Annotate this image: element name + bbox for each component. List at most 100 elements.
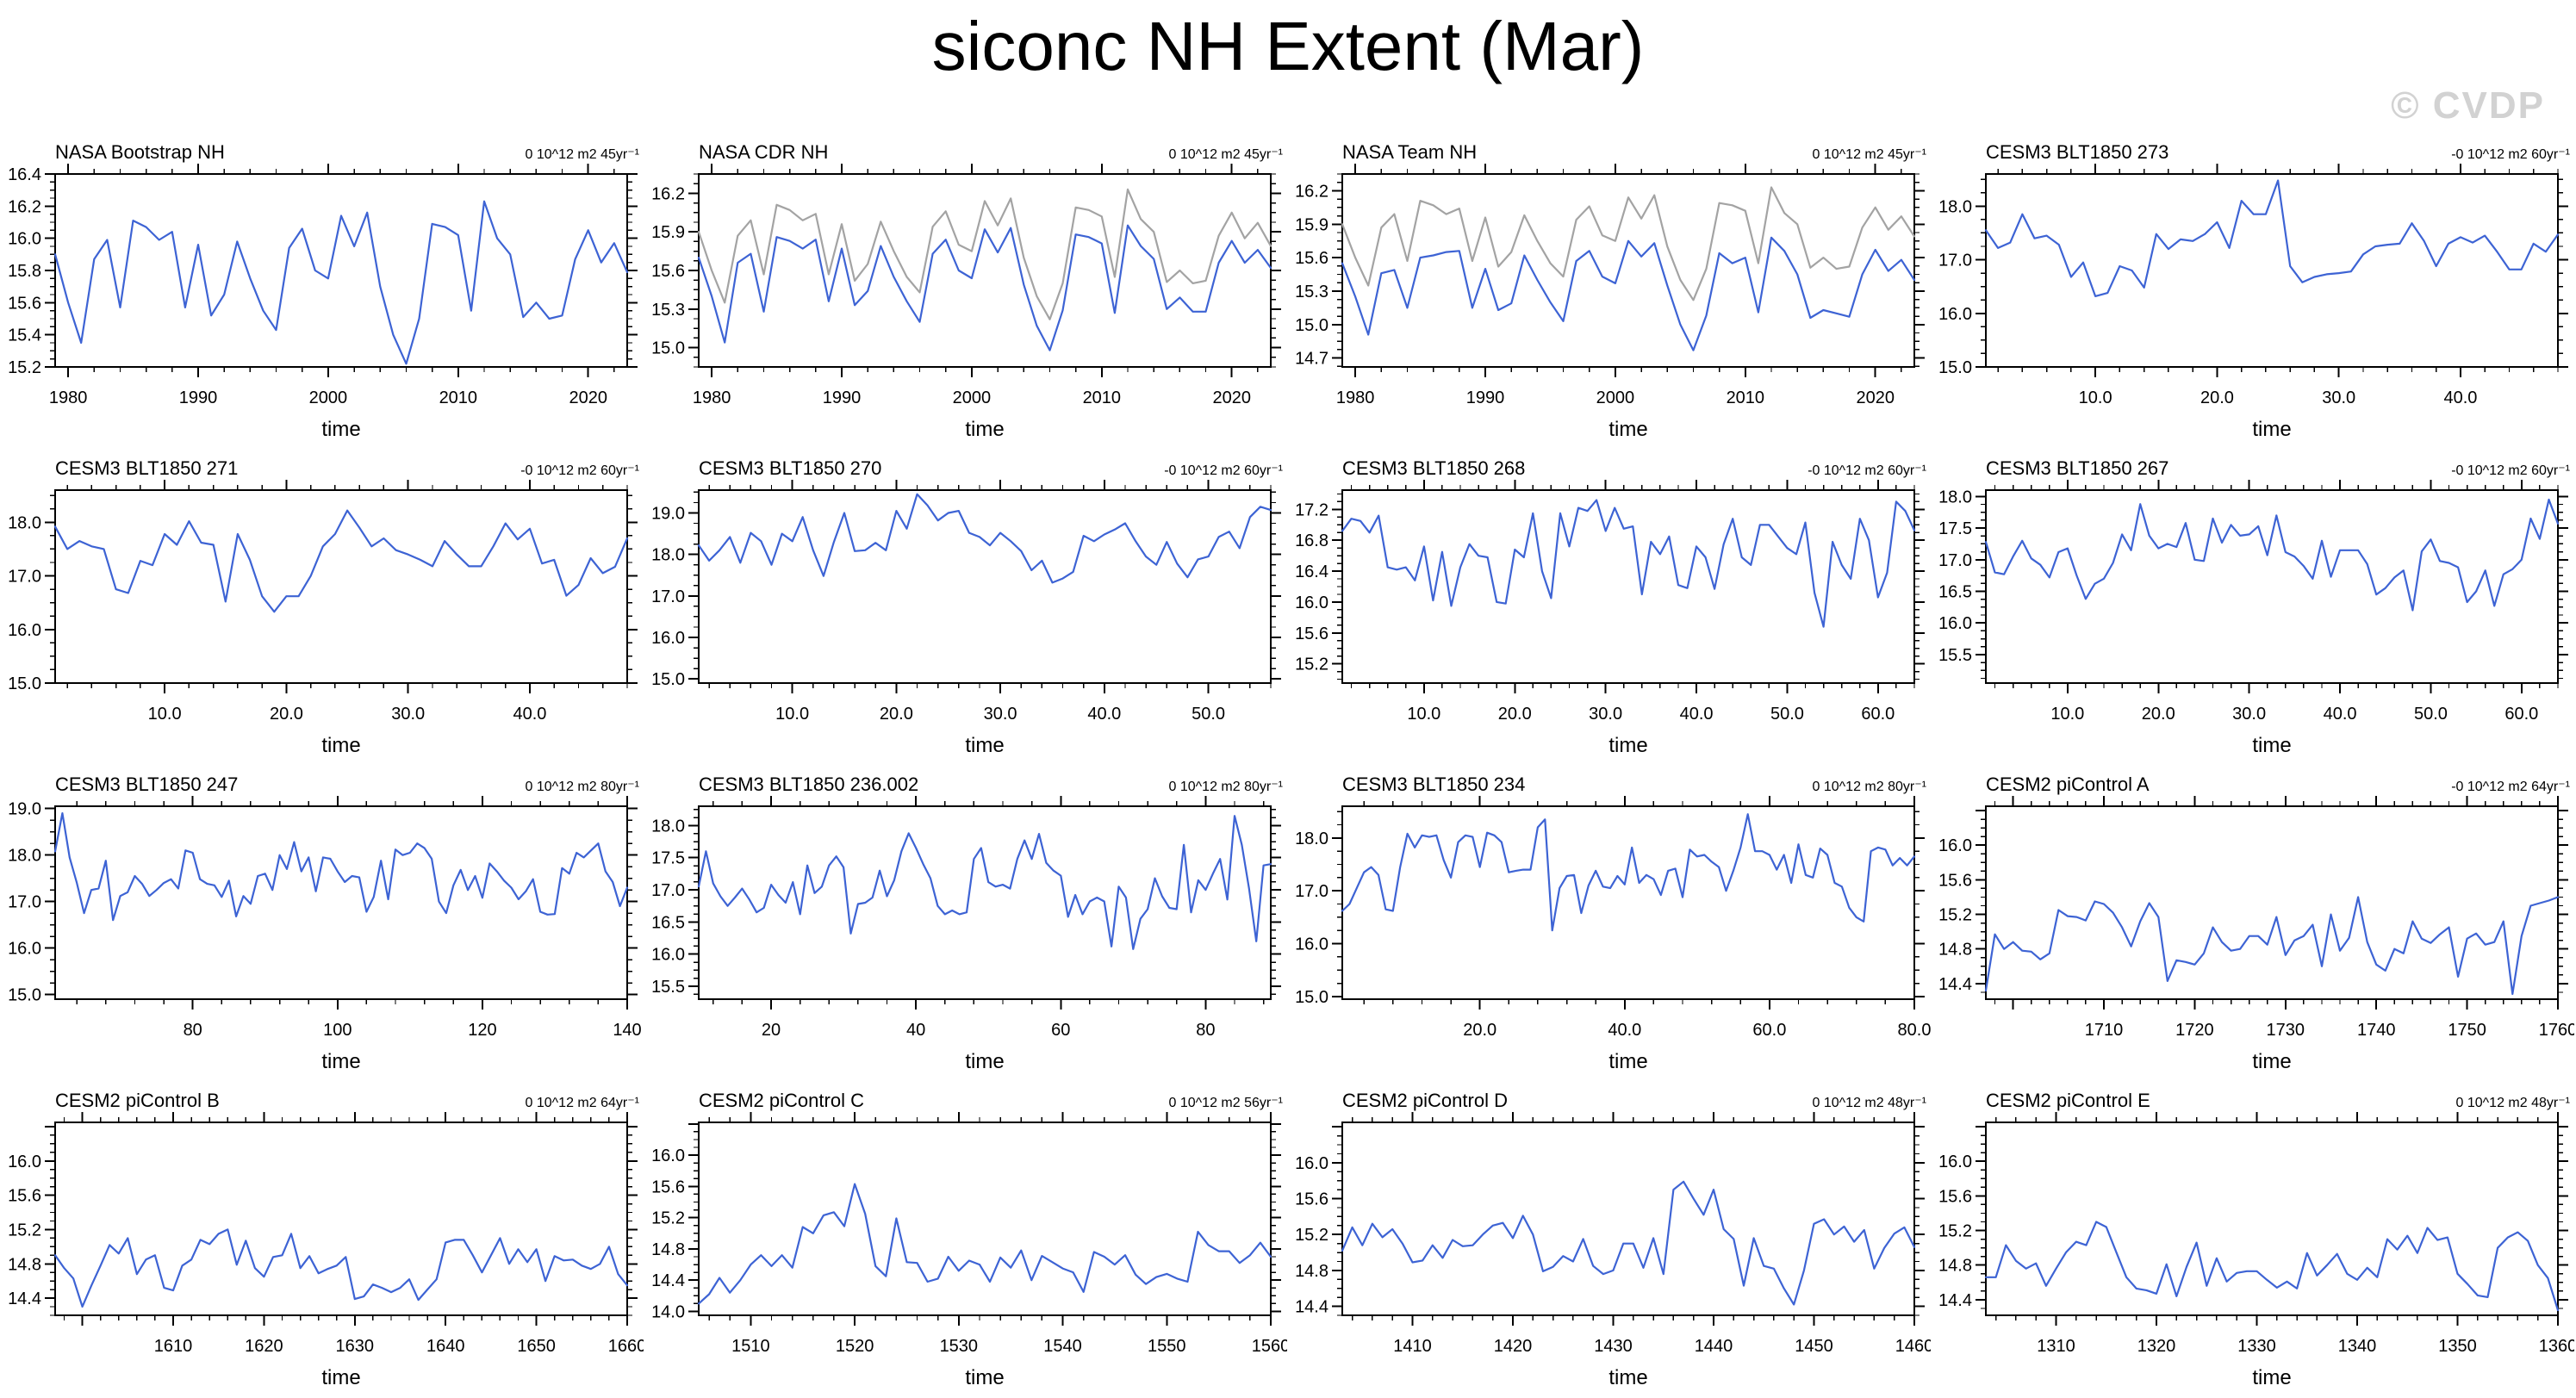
x-axis-tick-label: 120	[468, 1021, 496, 1040]
panel-title: CESM3 BLT1850 270	[699, 457, 881, 479]
x-axis-tick-label: 2020	[569, 388, 607, 407]
y-axis-tick-label: 18.0	[1295, 829, 1328, 848]
y-axis-tick-label: 15.6	[1295, 1190, 1328, 1209]
x-axis-tick-label: 20.0	[1463, 1021, 1496, 1040]
y-axis-tick-label: 14.8	[651, 1240, 685, 1259]
x-axis-title: time	[965, 418, 1004, 441]
y-axis-tick-label: 18.0	[651, 546, 685, 565]
panel-trend-label: 0 10^12 m2 48yr⁻¹	[2456, 1096, 2570, 1110]
y-axis-tick-label: 19.0	[8, 800, 41, 819]
y-axis-tick-label: 14.4	[651, 1271, 685, 1290]
x-axis-tick-label: 50.0	[1192, 705, 1225, 724]
panel-title: CESM3 BLT1850 234	[1342, 774, 1525, 795]
series-line-blue	[1984, 1221, 2560, 1312]
x-axis-title: time	[1608, 418, 1647, 441]
x-axis-tick-label: 30.0	[391, 705, 425, 724]
x-axis-tick-label: 1540	[1043, 1337, 1082, 1356]
y-axis-tick-label: 16.0	[1295, 935, 1328, 954]
series-line-blue	[697, 493, 1272, 584]
x-axis-tick-label: 1430	[1594, 1337, 1633, 1356]
y-axis-tick-label: 16.0	[651, 1146, 685, 1165]
plot-frame	[1985, 1122, 2559, 1316]
x-axis-tick-label: 2020	[1856, 388, 1895, 407]
panel-cesm3-blt1850-247: CESM3 BLT1850 247 0 10^12 m2 80yr⁻¹ 15.0 16…	[0, 761, 644, 1078]
plot-frame	[698, 1122, 1272, 1316]
panel-cesm3-blt1850-234: CESM3 BLT1850 234 0 10^12 m2 80yr⁻¹ 15.0 16…	[1287, 761, 1931, 1078]
y-axis-tick-label: 17.0	[1295, 882, 1328, 901]
x-axis-tick-label: 10.0	[775, 705, 809, 724]
x-axis-tick-label: 1710	[2085, 1021, 2124, 1040]
x-axis-tick-label: 40.0	[2444, 388, 2478, 407]
y-axis-tick-label: 16.0	[8, 940, 41, 959]
panel-trend-label: 0 10^12 m2 80yr⁻¹	[1169, 780, 1283, 794]
x-axis-tick-label: 100	[323, 1021, 352, 1040]
y-axis-tick-label: 14.7	[1295, 350, 1328, 369]
panel-trend-label: -0 10^12 m2 60yr⁻¹	[520, 463, 639, 478]
y-axis-tick-label: 15.2	[1295, 1226, 1328, 1245]
x-axis-tick-label: 80.0	[1898, 1021, 1931, 1040]
y-axis-tick-label: 16.4	[1295, 562, 1328, 581]
plot-frame	[54, 805, 628, 1000]
y-axis-tick-label: 18.0	[1938, 488, 1972, 506]
panel-cesm3-blt1850-270: CESM3 BLT1850 270 -0 10^12 m2 60yr⁻¹ 15.0 1…	[644, 445, 1287, 761]
y-axis-tick-label: 17.0	[651, 587, 685, 606]
y-axis-tick-label: 16.0	[1295, 593, 1328, 612]
plot-frame	[54, 489, 628, 684]
panel-plot-cesm2-picontrol-a: CESM2 piControl A -0 10^12 m2 64yr⁻¹ 14.4 1…	[1938, 774, 2576, 1073]
y-axis-tick-label: 18.0	[651, 817, 685, 836]
panel-plot-cesm2-picontrol-d: CESM2 piControl D 0 10^12 m2 48yr⁻¹ 14.4 14…	[1295, 1090, 1933, 1389]
series-line-blue	[1341, 813, 1916, 932]
y-axis-tick-label: 16.8	[1295, 531, 1328, 550]
panel-cesm3-blt1850-236-002: CESM3 BLT1850 236.002 0 10^12 m2 80yr⁻¹ 15…	[644, 761, 1287, 1078]
x-axis-tick-label: 50.0	[2414, 705, 2448, 724]
x-axis-tick-label: 1610	[154, 1337, 193, 1356]
y-axis-tick-label: 15.2	[1938, 906, 1972, 925]
y-axis-tick-label: 16.0	[8, 621, 41, 640]
x-axis-tick-label: 1450	[1795, 1337, 1833, 1356]
y-axis-tick-label: 16.2	[1295, 182, 1328, 201]
panel-cesm3-blt1850-268: CESM3 BLT1850 268 -0 10^12 m2 60yr⁻¹ 15.2 1…	[1287, 445, 1931, 761]
panel-trend-label: 0 10^12 m2 64yr⁻¹	[526, 1096, 639, 1110]
panel-title: CESM3 BLT1850 273	[1986, 141, 2168, 163]
y-axis-tick-label: 14.8	[8, 1255, 41, 1274]
x-axis-tick-label: 1990	[179, 388, 218, 407]
x-axis-tick-label: 1650	[517, 1337, 556, 1356]
panel-trend-label: 0 10^12 m2 80yr⁻¹	[526, 780, 639, 794]
panel-trend-label: -0 10^12 m2 60yr⁻¹	[1808, 463, 1926, 478]
x-axis-tick-label: 2020	[1212, 388, 1251, 407]
x-axis-title: time	[321, 418, 360, 441]
x-axis-tick-label: 20	[762, 1021, 781, 1040]
y-axis-tick-label: 15.0	[8, 674, 41, 693]
y-axis-tick-label: 16.0	[8, 1153, 41, 1171]
x-axis-tick-label: 30.0	[2322, 388, 2355, 407]
plot-frame	[1985, 805, 2559, 1000]
y-axis-tick-label: 15.2	[1295, 656, 1328, 674]
panel-plot-cesm3-blt1850-247: CESM3 BLT1850 247 0 10^12 m2 80yr⁻¹ 15.0 16…	[8, 774, 642, 1073]
plot-frame	[1341, 173, 1915, 368]
panel-title: CESM3 BLT1850 247	[55, 774, 238, 795]
series-line-blue	[53, 200, 629, 365]
x-axis-tick-label: 1350	[2438, 1337, 2477, 1356]
panel-trend-label: -0 10^12 m2 64yr⁻¹	[2451, 780, 2570, 794]
x-axis-tick-label: 1520	[836, 1337, 874, 1356]
y-axis-tick-label: 15.0	[1938, 358, 1972, 377]
x-axis-tick-label: 60.0	[1752, 1021, 1786, 1040]
x-axis-title: time	[2252, 1050, 2291, 1073]
y-axis-tick-label: 15.9	[651, 223, 685, 242]
panel-plot-nasa-cdr-nh: NASA CDR NH 0 10^12 m2 45yr⁻¹ 15.0 15.3 15.6…	[651, 141, 1283, 441]
panel-cesm3-blt1850-271: CESM3 BLT1850 271 -0 10^12 m2 60yr⁻¹ 15.0 1…	[0, 445, 644, 761]
panel-plot-cesm2-picontrol-e: CESM2 piControl E 0 10^12 m2 48yr⁻¹ 14.4 14…	[1938, 1090, 2576, 1389]
panel-title: CESM2 piControl D	[1342, 1090, 1508, 1111]
x-axis-tick-label: 40.0	[2324, 705, 2357, 724]
y-axis-tick-label: 15.3	[1295, 283, 1328, 301]
x-axis-title: time	[965, 734, 1004, 757]
x-axis-tick-label: 1990	[1466, 388, 1505, 407]
y-axis-tick-label: 15.5	[651, 978, 685, 997]
y-axis-tick-label: 16.0	[651, 946, 685, 965]
x-axis-tick-label: 30.0	[984, 705, 1017, 724]
y-axis-tick-label: 16.0	[8, 230, 41, 249]
x-axis-title: time	[1608, 734, 1647, 757]
x-axis-tick-label: 10.0	[148, 705, 182, 724]
y-axis-tick-label: 17.2	[1295, 500, 1328, 519]
y-axis-tick-label: 16.0	[1938, 305, 1972, 324]
